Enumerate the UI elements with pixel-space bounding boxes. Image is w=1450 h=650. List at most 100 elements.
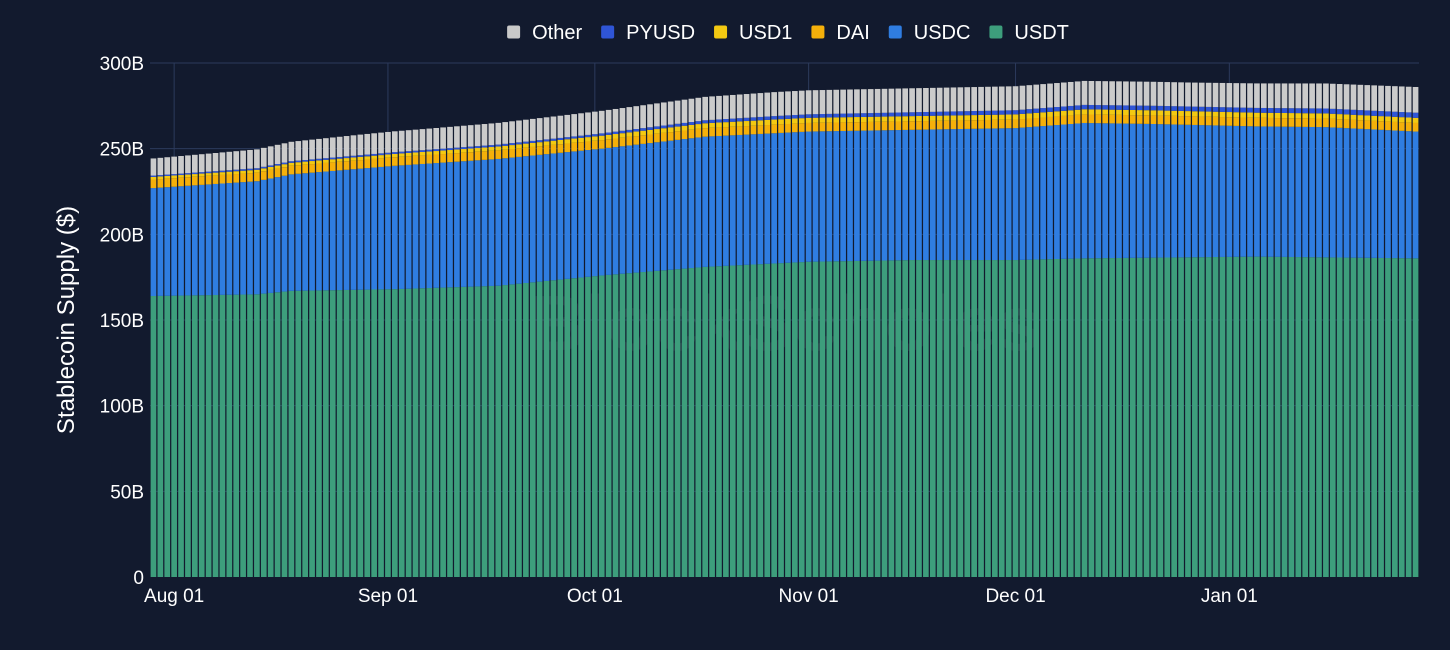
bar-stack	[164, 157, 171, 577]
bar-segment-usdt	[350, 289, 357, 577]
bar-segment-usdt	[771, 263, 777, 577]
bar-segment-usd1	[288, 162, 295, 166]
bar-segment-usdt	[971, 260, 977, 577]
bar-segment-usdt	[950, 260, 957, 577]
bar-stack	[1316, 83, 1322, 577]
legend-swatch	[989, 25, 1003, 39]
bar-stack	[881, 88, 888, 577]
bar-segment-dai	[826, 122, 833, 132]
bar-segment-usdt	[1364, 257, 1371, 577]
bar-segment-usdc	[888, 130, 895, 261]
legend-item-dai[interactable]: DAI	[811, 22, 870, 44]
bar-stack	[709, 96, 715, 577]
bar-segment-dai	[1060, 115, 1067, 125]
bar-segment-usdt	[343, 289, 350, 577]
bar-segment-usd1	[916, 115, 922, 122]
bar-segment-usdc	[371, 167, 377, 290]
bar-segment-usdt	[654, 270, 660, 577]
bar-segment-usd1	[681, 125, 688, 131]
bar-segment-usdt	[295, 290, 302, 577]
legend[interactable]: Other PYUSD USD1 DAI USDC USDT	[507, 22, 1069, 44]
bar-segment-other	[198, 154, 205, 173]
bar-segment-usdc	[605, 147, 612, 275]
bar-segment-usdc	[281, 175, 288, 292]
bar-segment-other	[529, 118, 536, 141]
bar-segment-usdt	[723, 265, 729, 577]
bar-segment-usdt	[929, 260, 936, 577]
legend-item-pyusd[interactable]: PYUSD	[601, 22, 695, 44]
bar-segment-usdt	[1240, 256, 1246, 577]
bar-segment-usdc	[1371, 129, 1377, 258]
bar-segment-dai	[1219, 117, 1226, 126]
bar-segment-other	[688, 98, 695, 123]
bar-segment-other	[488, 123, 495, 146]
bar-segment-dai	[509, 149, 515, 158]
bar-segment-usd1	[198, 173, 205, 177]
bar-stack	[833, 89, 840, 577]
bar-segment-usdt	[185, 295, 191, 577]
bar-segment-dai	[1212, 116, 1219, 126]
bar-segment-other	[1143, 81, 1150, 106]
bar-stack	[660, 102, 667, 577]
bar-segment-usdt	[902, 260, 909, 577]
bar-segment-dai	[198, 176, 205, 185]
legend-item-usd1[interactable]: USD1	[714, 22, 792, 44]
bar-segment-dai	[1302, 118, 1309, 127]
bar-segment-pyusd	[750, 117, 757, 121]
bar-stack	[619, 108, 626, 577]
bar-segment-usdc	[1136, 123, 1143, 258]
bar-segment-usdt	[460, 286, 467, 577]
bar-segment-usdt	[923, 260, 929, 577]
bar-segment-pyusd	[612, 131, 619, 135]
bar-segment-usdc	[709, 136, 715, 267]
legend-item-usdt[interactable]: USDT	[989, 22, 1069, 44]
bar-segment-usd1	[1405, 117, 1412, 123]
bar-segment-usd1	[357, 156, 364, 161]
bar-segment-other	[192, 154, 198, 173]
bar-segment-pyusd	[185, 173, 191, 175]
bar-segment-dai	[674, 131, 681, 140]
bar-stack	[1033, 84, 1040, 577]
bar-segment-usd1	[1143, 110, 1150, 116]
bar-segment-usdc	[1316, 127, 1322, 258]
bar-segment-other	[709, 96, 715, 120]
bar-segment-usdc	[805, 131, 812, 262]
bar-stack	[1247, 83, 1253, 577]
bar-segment-other	[419, 129, 426, 151]
bar-segment-usd1	[1260, 112, 1267, 118]
bar-segment-other	[1157, 81, 1164, 106]
bar-segment-other	[626, 107, 633, 130]
bar-segment-usd1	[688, 124, 695, 130]
bar-segment-usdc	[1081, 122, 1088, 259]
bar-segment-usdc	[1219, 125, 1226, 257]
bar-segment-usdt	[323, 290, 329, 577]
bar-stack	[647, 104, 653, 577]
y-axis-title: Stablecoin Supply ($)	[53, 206, 80, 434]
bar-segment-usdt	[1405, 258, 1412, 577]
bar-stack	[716, 95, 722, 577]
bar-segment-dai	[716, 127, 722, 136]
bar-stack	[695, 97, 702, 577]
bar-segment-usdc	[950, 129, 957, 261]
bar-segment-dai	[929, 120, 936, 130]
bar-segment-other	[798, 90, 805, 115]
legend-swatch	[811, 25, 825, 39]
bar-segment-pyusd	[1178, 106, 1184, 111]
bar-segment-pyusd	[350, 155, 357, 158]
bar-segment-dai	[288, 165, 295, 175]
bar-segment-usdt	[440, 287, 446, 577]
bar-segment-usdc	[1385, 130, 1391, 259]
bar-stack	[874, 88, 881, 577]
legend-item-usdc[interactable]: USDC	[888, 22, 971, 44]
bar-segment-usdt	[1329, 257, 1336, 577]
bar-segment-usd1	[233, 171, 240, 175]
bar-segment-pyusd	[260, 166, 267, 169]
bar-segment-dai	[1150, 115, 1157, 124]
bar-segment-other	[860, 89, 867, 114]
legend-item-other[interactable]: Other	[507, 22, 582, 44]
bar-segment-usdt	[1212, 257, 1219, 577]
bar-segment-pyusd	[1192, 106, 1198, 112]
bar-segment-dai	[881, 121, 888, 131]
bar-segment-pyusd	[1054, 107, 1060, 112]
bar-segment-usdt	[819, 261, 826, 577]
